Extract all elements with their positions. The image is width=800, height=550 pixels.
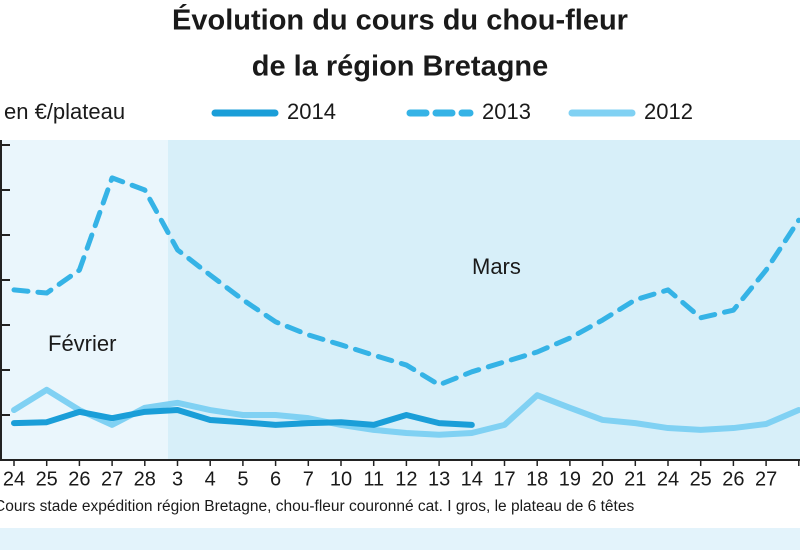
x-tick-label: 7 — [303, 468, 314, 490]
x-tick-label: 25 — [36, 468, 58, 490]
march-band — [168, 140, 800, 460]
x-tick-label: 27 — [755, 468, 777, 490]
x-tick-label: 12 — [395, 468, 417, 490]
x-tick-label: 11 — [363, 468, 384, 490]
x-tick-label: 27 — [101, 468, 123, 490]
x-tick-label: 17 — [493, 468, 515, 490]
series-line — [11, 386, 800, 438]
x-tick-label: 18 — [526, 468, 548, 490]
annotation: Mars — [472, 254, 521, 279]
x-tick-label: 20 — [591, 468, 613, 490]
chart-title: Évolution du cours du chou-fleur — [172, 3, 628, 37]
bottom-strip — [0, 528, 800, 550]
february-band — [0, 140, 168, 460]
legend-label: 2013 — [482, 99, 531, 124]
x-tick-label: 3 — [172, 468, 183, 490]
x-tick-label: 25 — [690, 468, 712, 490]
series-line — [11, 175, 800, 388]
x-tick-label: 26 — [68, 468, 90, 490]
x-tick-label: 13 — [428, 468, 450, 490]
x-tick-label: 5 — [237, 468, 248, 490]
x-tick-label: 24 — [3, 468, 25, 490]
x-tick-label: 24 — [657, 468, 679, 490]
legend-label: 2012 — [644, 99, 693, 124]
annotation: Février — [48, 331, 116, 356]
x-tick-label: 19 — [559, 468, 581, 490]
x-tick-label: 14 — [461, 468, 483, 490]
x-tick-label: 26 — [722, 468, 744, 490]
x-tick-label: 6 — [270, 468, 281, 490]
x-tick-label: 28 — [134, 468, 156, 490]
x-tick-label: 10 — [330, 468, 352, 490]
x-tick-label: 4 — [205, 468, 216, 490]
source-note: Cours stade expédition région Bretagne, … — [0, 498, 634, 515]
x-tick-label: 21 — [624, 468, 646, 490]
y-axis-label: en €/plateau — [4, 99, 125, 124]
series-line — [11, 407, 475, 428]
legend-label: 2014 — [287, 99, 336, 124]
chart-title: de la région Bretagne — [252, 51, 549, 83]
